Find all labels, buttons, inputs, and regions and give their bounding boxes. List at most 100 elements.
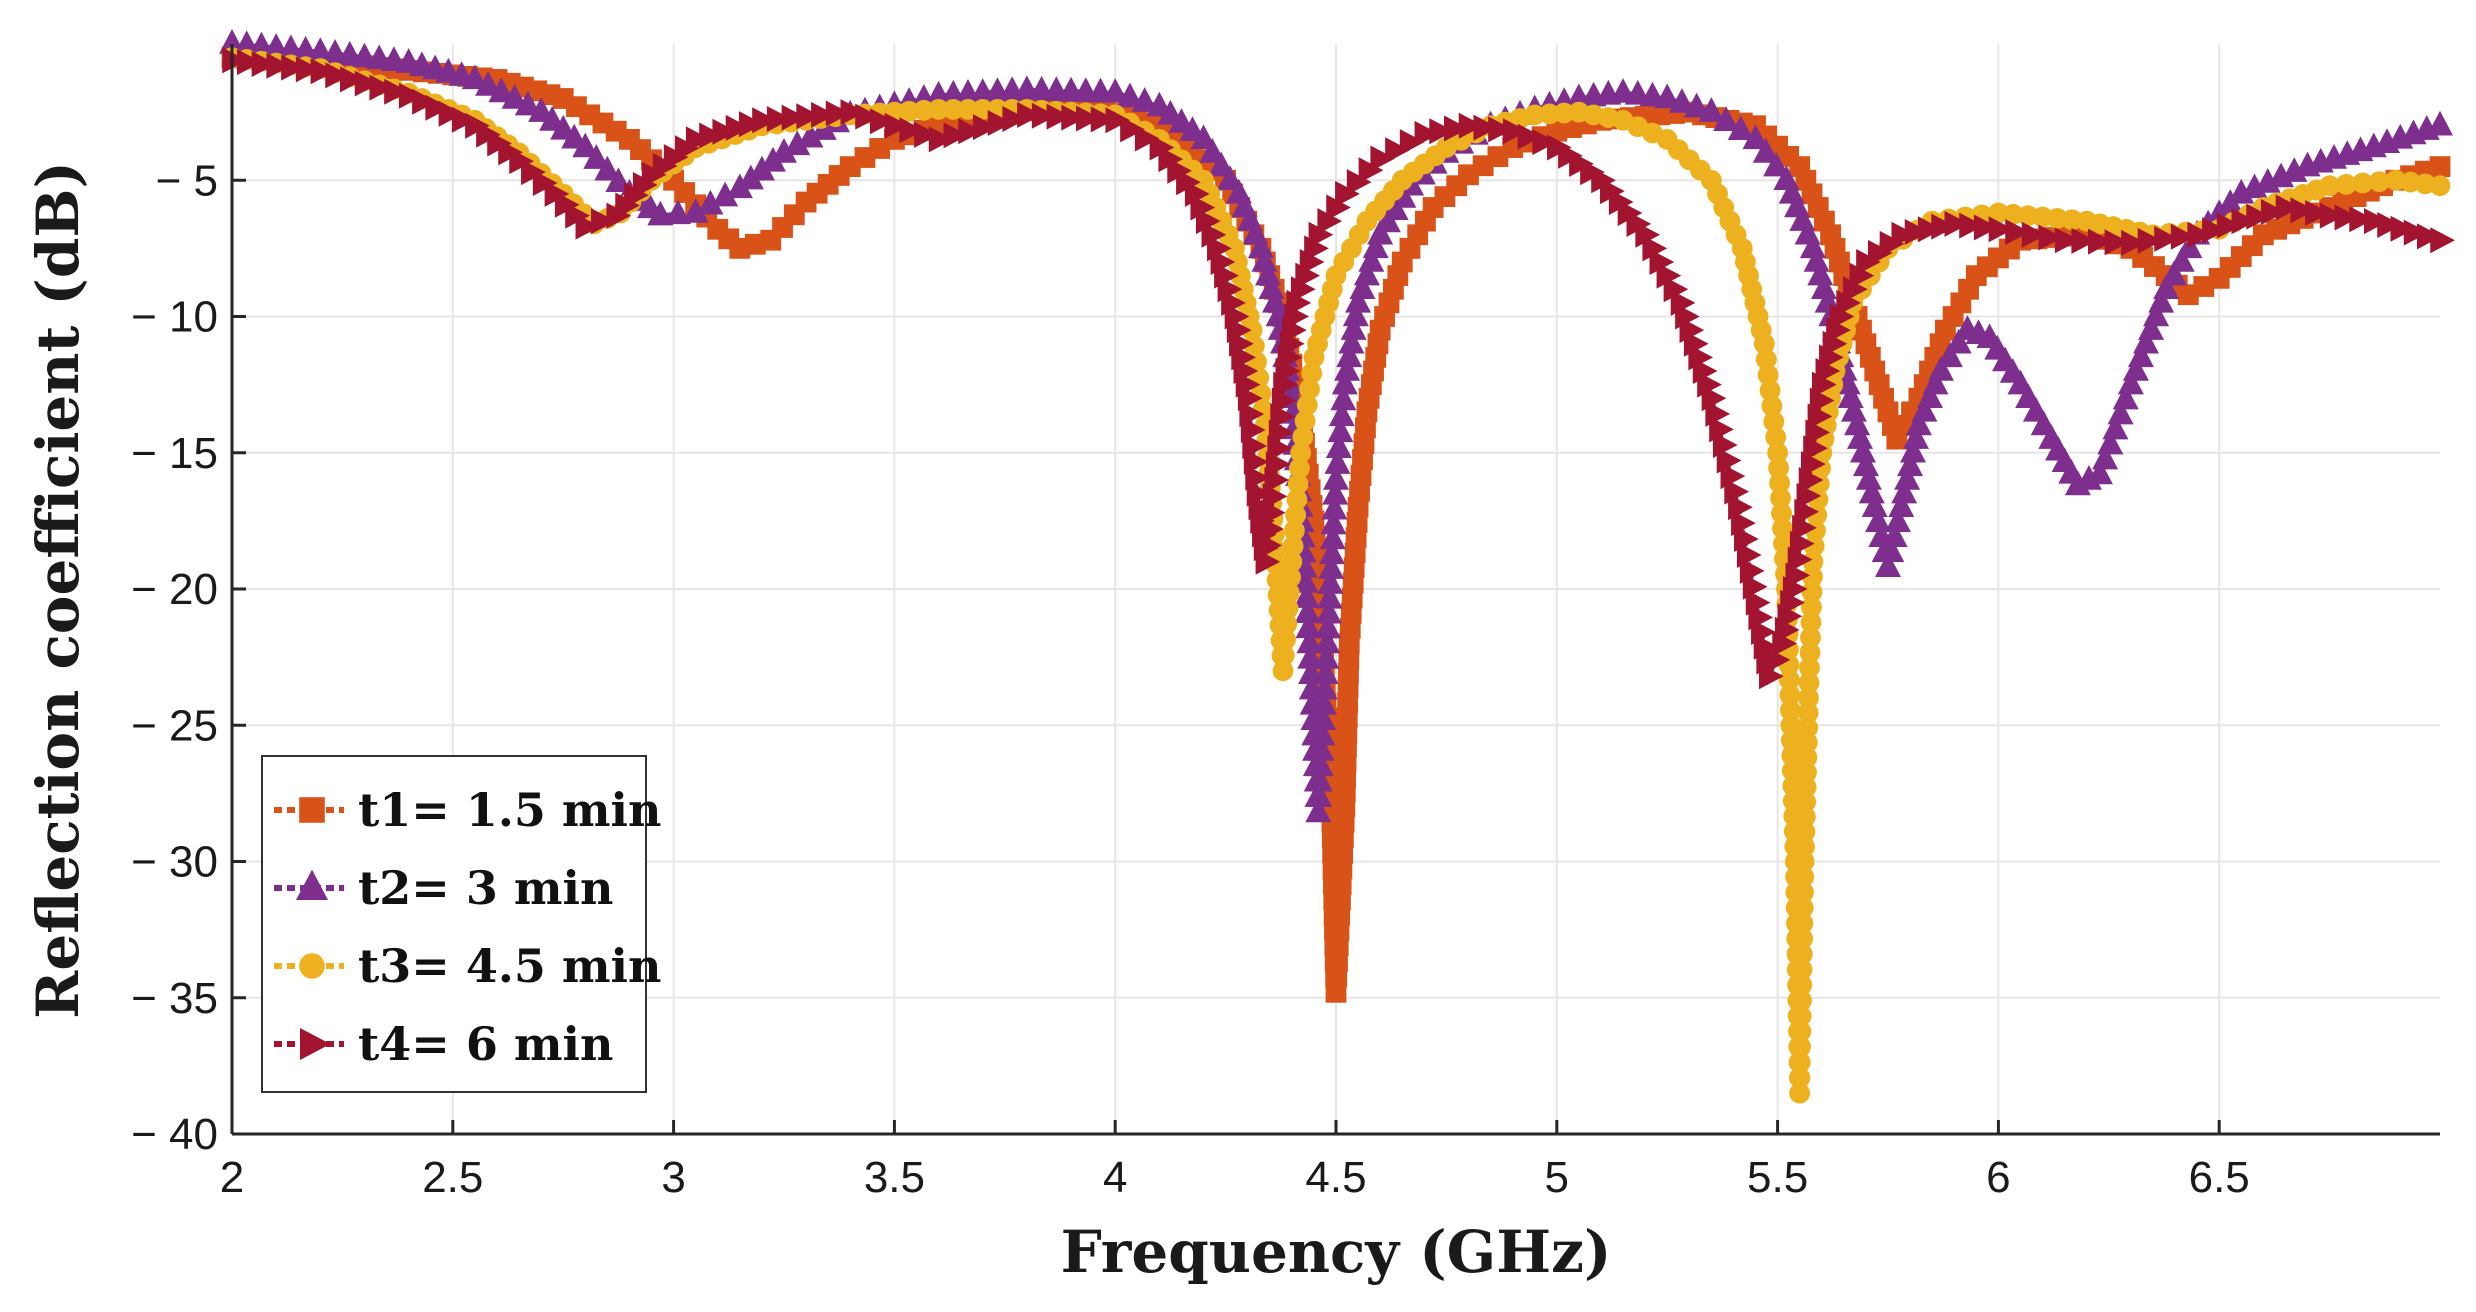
data-point xyxy=(575,213,601,240)
data-point xyxy=(1698,97,1725,122)
data-point xyxy=(340,66,365,93)
data-point xyxy=(1488,116,1513,143)
data-point xyxy=(1283,520,1305,542)
data-point xyxy=(2364,208,2389,235)
data-point xyxy=(1888,492,1915,517)
data-point xyxy=(987,110,1013,137)
data-point xyxy=(1277,598,1299,619)
data-point xyxy=(1767,442,1788,464)
data-point xyxy=(1336,342,1363,368)
data-point xyxy=(475,71,502,96)
data-point xyxy=(1763,151,1790,177)
data-point xyxy=(928,99,949,120)
data-point xyxy=(2104,229,2130,256)
data-point xyxy=(1861,492,1888,517)
data-point xyxy=(1134,125,1160,152)
data-point xyxy=(299,797,325,823)
data-point xyxy=(898,100,920,122)
data-point xyxy=(796,103,822,130)
data-point xyxy=(1727,115,1754,141)
data-point xyxy=(1779,699,1801,721)
data-point xyxy=(1342,301,1369,327)
data-point xyxy=(1293,583,1320,608)
data-point xyxy=(1798,672,1820,694)
data-point xyxy=(236,49,262,76)
data-point xyxy=(1362,233,1389,259)
data-point xyxy=(1312,659,1339,684)
legend-item: t4= 6 min xyxy=(274,1017,613,1071)
data-point xyxy=(1278,582,1300,604)
data-point xyxy=(1789,1067,1811,1089)
data-point xyxy=(2429,156,2451,178)
data-point xyxy=(1810,274,1837,299)
data-point xyxy=(1855,465,1882,490)
data-point xyxy=(1793,851,1815,872)
data-point xyxy=(1763,411,1785,433)
data-point xyxy=(1280,566,1301,588)
data-point xyxy=(1988,216,2014,243)
data-point xyxy=(1318,554,1345,579)
data-point xyxy=(1310,689,1337,715)
data-point xyxy=(1794,836,1815,858)
data-point xyxy=(1800,627,1821,648)
data-point xyxy=(1791,974,1813,996)
data-point xyxy=(2107,399,2134,425)
data-point xyxy=(1836,289,1861,316)
data-point xyxy=(1330,385,1357,411)
data-point xyxy=(1922,369,1949,395)
series-group xyxy=(219,29,2455,1104)
y-tick-label: − 25 xyxy=(131,701,218,750)
y-tick-label: − 10 xyxy=(131,293,218,342)
data-point xyxy=(572,132,599,158)
data-point xyxy=(1801,596,1822,618)
data-point xyxy=(1287,473,1309,495)
data-point xyxy=(884,112,910,139)
series-4 xyxy=(222,47,2455,690)
data-point xyxy=(1046,103,1072,130)
data-point xyxy=(1791,943,1813,965)
data-point xyxy=(697,189,724,215)
data-point xyxy=(1802,566,1823,588)
data-point xyxy=(2154,225,2179,252)
legend-item: t2= 3 min xyxy=(274,861,613,915)
x-tick-labels: 2 2.5 3 3.5 4 4.5 5 5.5 6 6.5 xyxy=(220,1153,2250,1202)
data-point xyxy=(1327,417,1354,443)
data-point xyxy=(2319,175,2341,197)
data-point xyxy=(1076,105,1101,132)
data-point xyxy=(1131,87,1158,112)
data-point xyxy=(1345,287,1372,313)
data-point xyxy=(1324,449,1351,474)
data-point xyxy=(1349,274,1376,299)
data-point xyxy=(869,108,895,135)
y-tick-label: − 5 xyxy=(156,156,218,205)
data-point xyxy=(1002,105,1028,132)
data-point xyxy=(1120,116,1145,143)
data-point xyxy=(771,138,797,163)
data-point xyxy=(682,198,709,223)
data-point xyxy=(1916,383,1943,408)
data-point xyxy=(1318,539,1345,565)
data-point xyxy=(594,155,621,181)
data-point xyxy=(1791,959,1813,980)
data-point xyxy=(1635,221,1661,248)
data-point xyxy=(2377,211,2402,238)
data-point xyxy=(738,111,764,138)
data-point xyxy=(2127,342,2154,368)
data-point xyxy=(438,100,464,127)
data-point xyxy=(1927,356,1954,381)
data-point xyxy=(1668,88,1695,113)
y-tick-label: − 35 xyxy=(131,974,218,1023)
data-point xyxy=(1842,276,1868,303)
data-point xyxy=(2160,260,2187,286)
data-point xyxy=(1917,216,1943,243)
data-point xyxy=(1800,611,1822,633)
data-point xyxy=(2168,247,2195,272)
data-point xyxy=(2334,204,2360,231)
data-point xyxy=(222,47,247,74)
data-point xyxy=(855,103,880,130)
y-tick-label: − 40 xyxy=(131,1110,218,1159)
data-point xyxy=(1847,424,1874,449)
data-point xyxy=(1370,145,1396,172)
data-point xyxy=(1319,524,1346,550)
data-point xyxy=(1317,208,1343,235)
